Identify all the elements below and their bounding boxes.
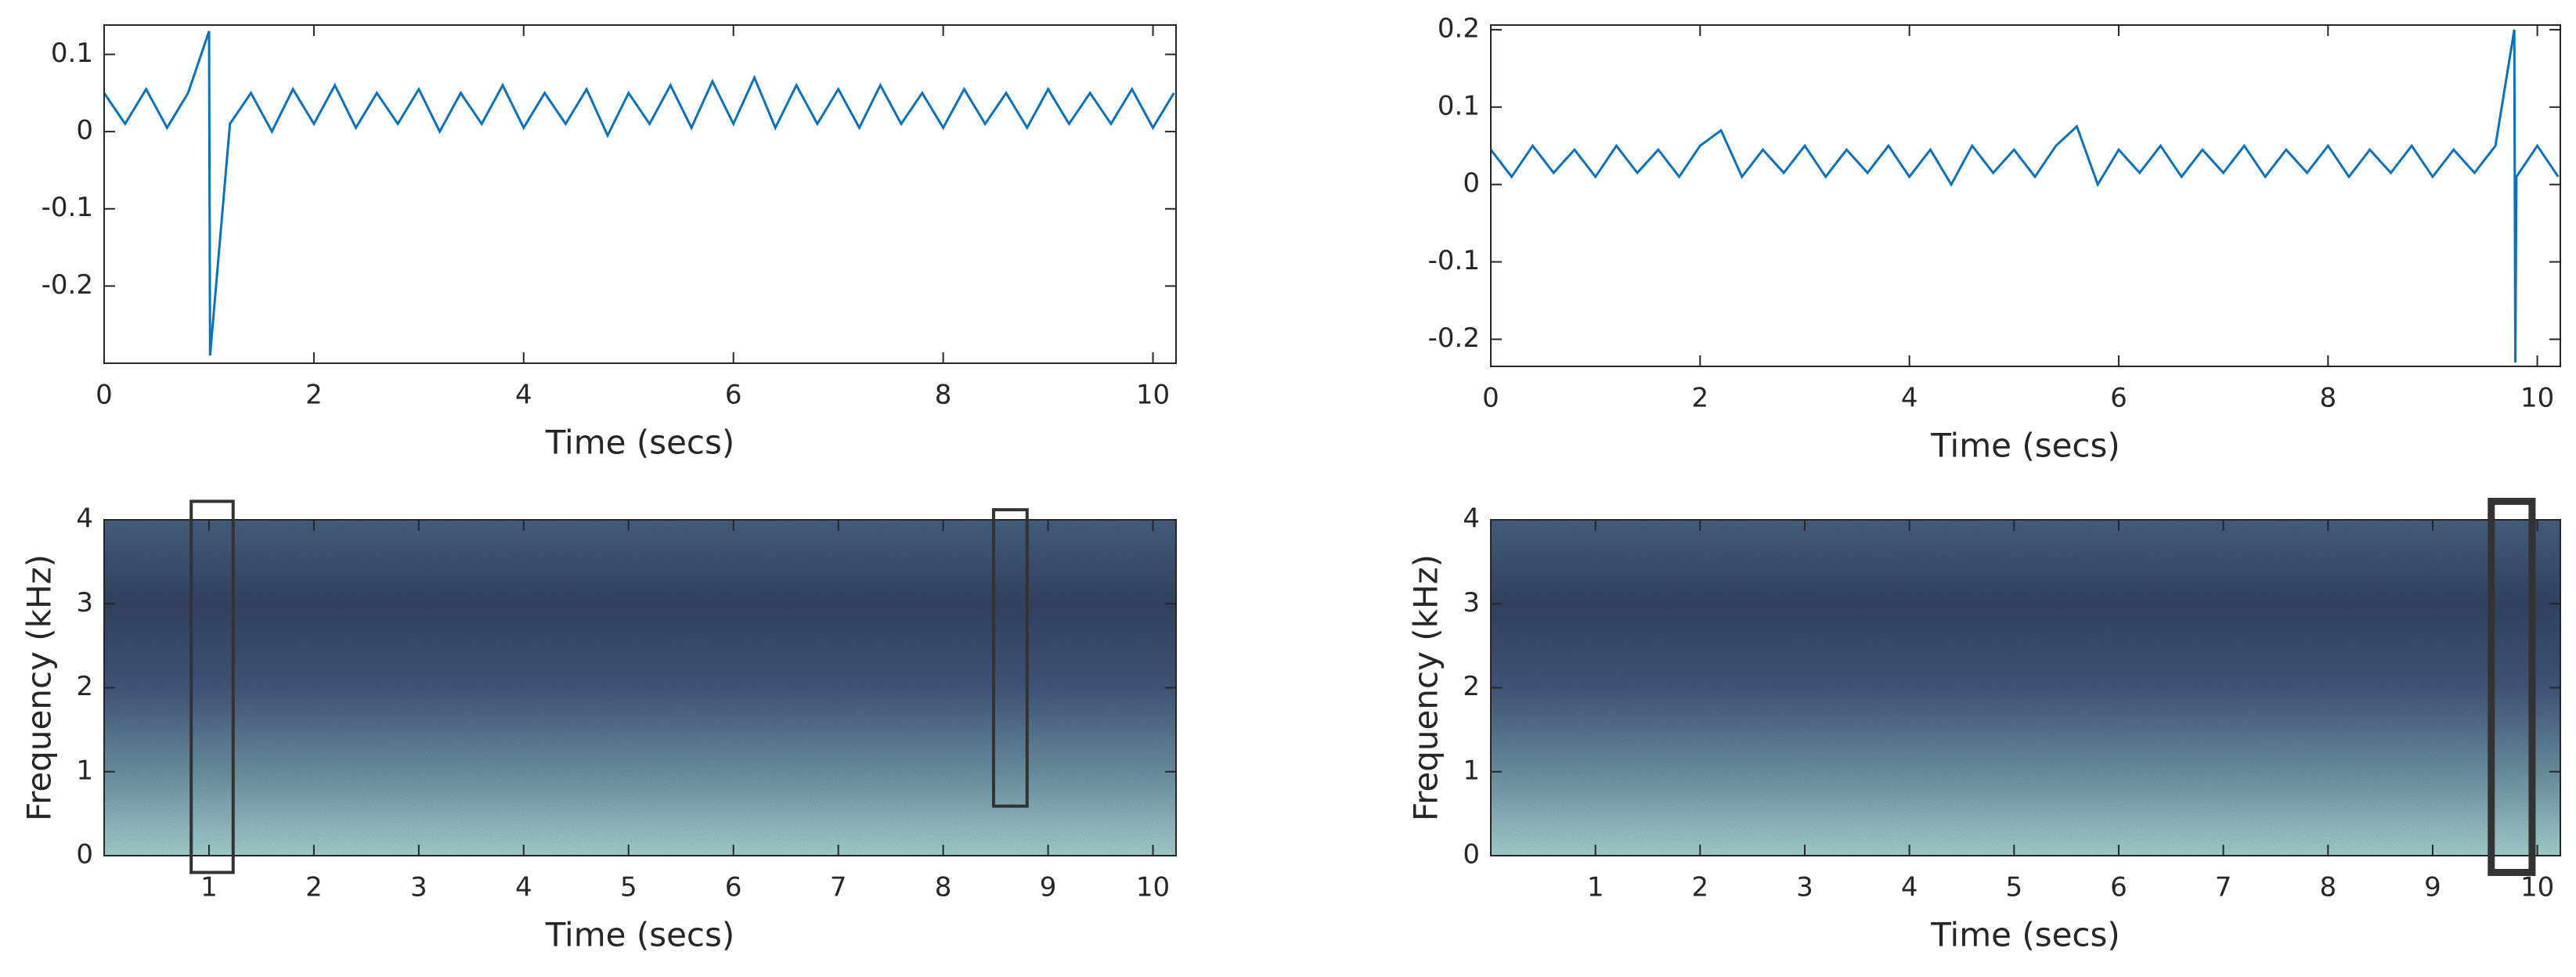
y-tick-label: 1 <box>1463 755 1480 786</box>
x-tick-label: 7 <box>830 872 847 903</box>
highlight-box <box>2488 497 2536 876</box>
x-tick-label: 1 <box>1587 872 1604 903</box>
waveform <box>104 31 1175 356</box>
x-tick-label: 8 <box>935 872 952 903</box>
axes-frame <box>1490 24 2561 367</box>
y-tick-label: 0 <box>76 839 93 871</box>
x-axis-label: Time (secs) <box>545 916 735 954</box>
x-tick-label: 0 <box>96 380 113 411</box>
y-tick-label: 0 <box>1463 839 1480 871</box>
y-tick-label: 0.2 <box>1438 13 1480 44</box>
x-tick-label: 6 <box>725 380 742 411</box>
x-tick-label: 10 <box>2520 383 2554 414</box>
x-tick-label: 5 <box>620 872 637 903</box>
subplot: 1 2 3 4 5 6 7 8 9 10 0 1 2 3 4 Time (secs) Frequency (kH… <box>20 499 1177 954</box>
subplot: 0 2 4 6 8 10 -0.2 -0.1 0 0.1 Time (secs) <box>41 24 1177 462</box>
y-tick-label: 4 <box>76 503 93 535</box>
x-axis-label: Time (secs) <box>545 424 735 462</box>
subplot: 1 2 3 4 5 6 7 8 9 10 0 1 2 3 4 Time (secs) Frequency (kH… <box>1407 497 2561 954</box>
x-tick-label: 8 <box>2319 383 2336 414</box>
x-tick-label: 6 <box>725 872 742 903</box>
x-tick-label: 10 <box>2520 872 2554 903</box>
x-tick-label: 5 <box>2005 872 2022 903</box>
x-tick-label: 2 <box>1691 383 1708 414</box>
y-tick-label: -0.2 <box>41 269 93 301</box>
y-tick-label: -0.1 <box>1428 245 1480 276</box>
y-tick-label: 0.1 <box>51 38 93 69</box>
x-tick-label: 1 <box>200 872 218 903</box>
x-tick-label: 4 <box>515 380 532 411</box>
x-tick-label: 9 <box>1040 872 1057 903</box>
y-tick-label: -0.1 <box>41 192 93 223</box>
y-tick-label: 3 <box>1463 587 1480 618</box>
axes-frame <box>103 24 1177 364</box>
x-tick-label: 2 <box>1691 872 1708 903</box>
spectrogram-image <box>1491 520 2560 856</box>
x-tick-label: 4 <box>515 872 532 903</box>
x-tick-label: 8 <box>2319 872 2336 903</box>
x-tick-label: 2 <box>305 872 323 903</box>
x-tick-label: 3 <box>410 872 428 903</box>
x-tick-label: 10 <box>1136 380 1170 411</box>
x-tick-label: 4 <box>1901 872 1918 903</box>
x-tick-label: 0 <box>1482 383 1499 414</box>
y-tick-label: 0.1 <box>1438 90 1480 121</box>
spectrogram-image <box>104 520 1176 856</box>
x-tick-label: 4 <box>1901 383 1918 414</box>
highlight-box <box>189 499 235 874</box>
y-tick-label: 0 <box>76 115 93 146</box>
x-tick-label: 2 <box>305 380 323 411</box>
y-axis-label: Frequency (kHz) <box>20 554 59 821</box>
y-tick-label: 2 <box>1463 671 1480 702</box>
y-axis-label: Frequency (kHz) <box>1407 554 1445 821</box>
x-tick-label: 10 <box>1136 872 1170 903</box>
waveform <box>1491 29 2560 363</box>
x-tick-label: 9 <box>2424 872 2441 903</box>
x-tick-label: 3 <box>1796 872 1813 903</box>
y-tick-label: 4 <box>1463 503 1480 535</box>
y-tick-label: 0 <box>1463 168 1480 199</box>
y-tick-label: -0.2 <box>1428 323 1480 354</box>
y-tick-label: 2 <box>76 671 93 702</box>
subplot: 0 2 4 6 8 10 -0.2 -0.1 0 0.1 0.2 Time (secs) <box>1428 13 2561 465</box>
x-tick-label: 7 <box>2215 872 2232 903</box>
x-tick-label: 6 <box>2110 872 2127 903</box>
x-axis-label: Time (secs) <box>1930 916 2120 954</box>
x-tick-label: 8 <box>935 380 952 411</box>
x-tick-label: 6 <box>2110 383 2127 414</box>
y-tick-label: 3 <box>76 587 93 618</box>
y-tick-label: 1 <box>76 755 93 786</box>
x-axis-label: Time (secs) <box>1930 427 2120 465</box>
highlight-box <box>991 508 1029 808</box>
